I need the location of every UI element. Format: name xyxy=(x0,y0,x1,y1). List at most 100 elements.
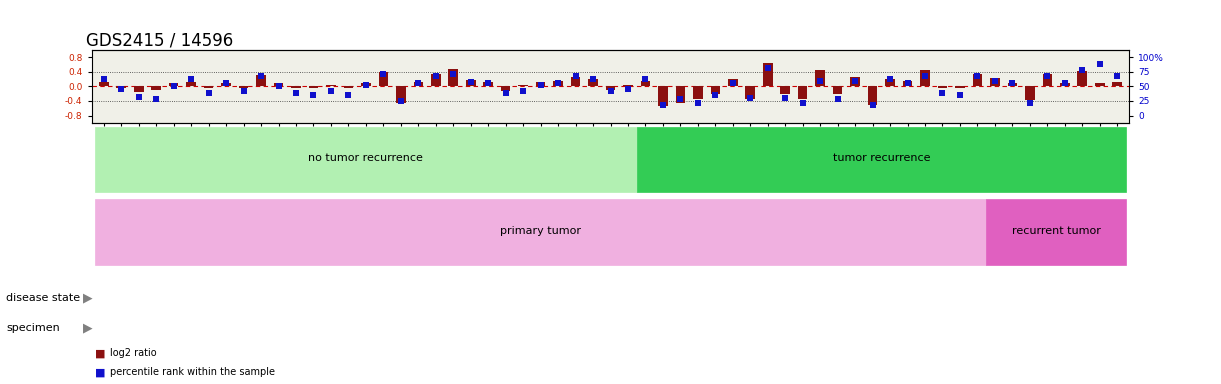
Bar xyxy=(641,81,651,86)
Point xyxy=(792,100,812,106)
Bar xyxy=(1112,82,1122,86)
Point xyxy=(968,73,988,79)
Point xyxy=(1090,61,1110,67)
Point xyxy=(828,96,847,102)
Point xyxy=(618,86,637,93)
Bar xyxy=(1095,83,1105,86)
Point xyxy=(304,92,324,98)
Bar xyxy=(606,86,615,90)
Bar xyxy=(448,69,458,86)
Point xyxy=(252,73,271,79)
Bar xyxy=(379,72,388,86)
Point xyxy=(216,80,236,86)
Point xyxy=(357,82,376,88)
Bar xyxy=(938,86,947,88)
Text: primary tumor: primary tumor xyxy=(501,226,581,236)
Point xyxy=(1107,73,1127,79)
Point xyxy=(129,94,149,100)
Point xyxy=(775,95,795,101)
Text: log2 ratio: log2 ratio xyxy=(110,348,156,358)
Bar xyxy=(868,86,878,104)
Bar xyxy=(134,86,144,92)
Bar xyxy=(780,86,790,94)
Point xyxy=(601,88,620,94)
Point xyxy=(863,102,883,108)
Bar xyxy=(711,86,720,94)
Bar xyxy=(239,86,248,88)
Text: disease state: disease state xyxy=(6,293,81,303)
Bar xyxy=(728,79,737,86)
Point xyxy=(1038,73,1057,79)
Text: ▶: ▶ xyxy=(83,322,93,335)
Bar xyxy=(833,86,842,94)
Bar xyxy=(973,74,982,86)
Bar xyxy=(95,200,987,265)
Bar xyxy=(484,82,493,86)
Bar xyxy=(1043,74,1053,86)
Point xyxy=(758,65,778,71)
Bar xyxy=(990,78,1000,86)
Point xyxy=(653,102,673,108)
Point xyxy=(111,86,131,93)
Bar xyxy=(763,63,773,86)
Point xyxy=(479,80,498,86)
Point xyxy=(443,71,463,77)
Point xyxy=(182,76,201,83)
Point xyxy=(565,73,585,79)
Bar xyxy=(116,86,126,88)
Point xyxy=(897,80,917,86)
Point xyxy=(513,88,532,94)
Point xyxy=(706,92,725,98)
Bar xyxy=(396,86,405,103)
Bar xyxy=(1024,86,1034,100)
Bar xyxy=(553,81,563,86)
Text: specimen: specimen xyxy=(6,323,60,333)
Point xyxy=(1002,80,1022,86)
Point xyxy=(723,80,742,86)
Point xyxy=(689,100,708,106)
Bar xyxy=(519,84,527,86)
Bar xyxy=(816,70,825,86)
Point xyxy=(916,73,935,79)
Bar xyxy=(414,82,424,86)
Point xyxy=(462,79,481,85)
Point xyxy=(94,76,114,83)
Bar xyxy=(204,86,214,88)
Bar xyxy=(466,80,475,86)
Text: no tumor recurrence: no tumor recurrence xyxy=(309,153,424,163)
Point xyxy=(811,78,830,84)
Bar xyxy=(501,86,510,91)
Bar xyxy=(955,86,965,88)
Point xyxy=(584,76,603,83)
Point xyxy=(147,96,166,102)
Point xyxy=(636,76,656,83)
Bar xyxy=(850,77,860,86)
Bar xyxy=(309,86,319,88)
Point xyxy=(933,90,952,96)
Bar xyxy=(636,127,1126,192)
Point xyxy=(391,98,410,104)
Bar xyxy=(274,83,283,86)
Text: tumor recurrence: tumor recurrence xyxy=(833,153,930,163)
Point xyxy=(1072,67,1092,73)
Bar xyxy=(326,85,336,86)
Point xyxy=(950,92,969,98)
Point xyxy=(233,88,253,94)
Point xyxy=(321,88,341,94)
Point xyxy=(269,83,288,89)
Bar xyxy=(536,82,546,86)
Bar xyxy=(431,74,441,86)
Text: percentile rank within the sample: percentile rank within the sample xyxy=(110,367,275,377)
Bar xyxy=(256,75,266,86)
Point xyxy=(548,80,568,86)
Point xyxy=(338,92,358,98)
Bar xyxy=(95,127,636,192)
Bar xyxy=(797,86,807,99)
Bar xyxy=(675,86,685,103)
Point xyxy=(164,83,183,89)
Text: ■: ■ xyxy=(95,367,106,377)
Bar xyxy=(99,82,109,86)
Text: GDS2415 / 14596: GDS2415 / 14596 xyxy=(87,32,233,50)
Point xyxy=(985,78,1005,84)
Point xyxy=(374,71,393,77)
